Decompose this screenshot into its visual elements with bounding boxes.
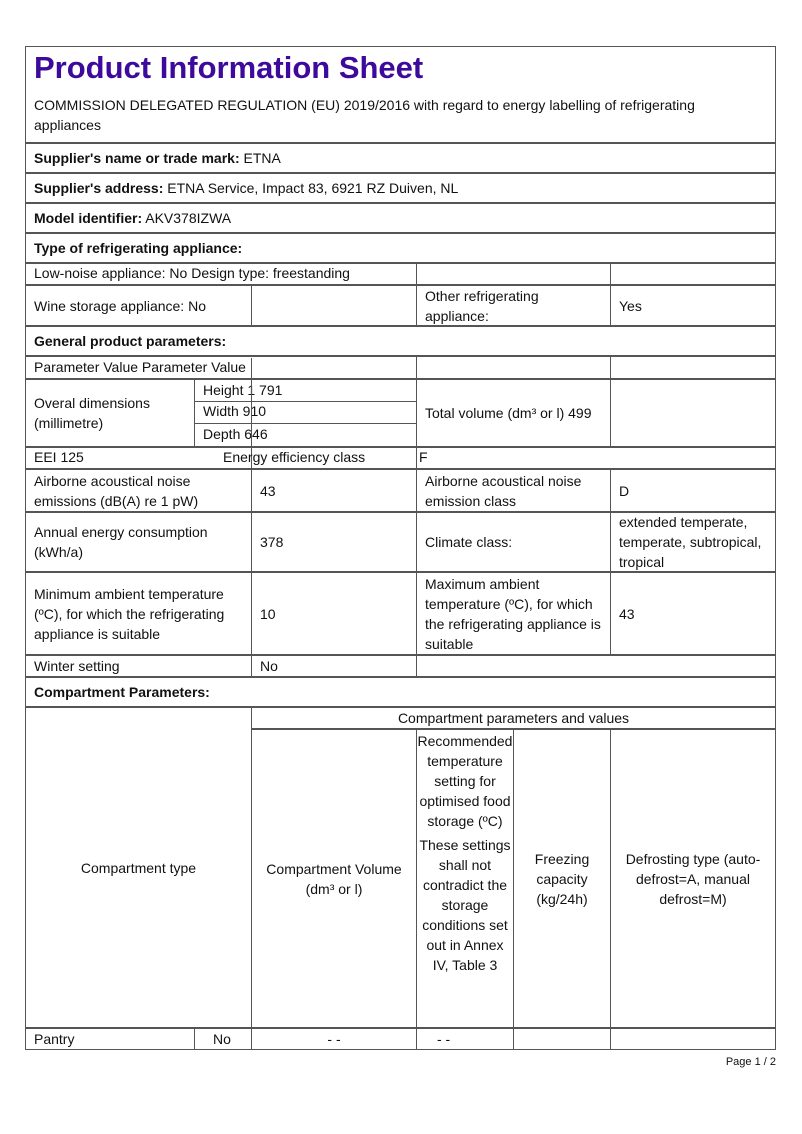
noise-value: 43	[251, 469, 417, 512]
depth-value: Depth 646	[203, 426, 268, 442]
winter-label: Winter setting	[25, 655, 252, 677]
dims-label: Overal dimensions (millimetre)	[25, 379, 195, 447]
page-title: Product Information Sheet	[34, 50, 424, 85]
comp-defrost-header: Defrosting type (auto-defrost=A, manual …	[610, 729, 776, 1028]
page-number: Page 1 / 2	[725, 1056, 776, 1068]
climate-value: extended temperate, temperate, subtropic…	[610, 512, 776, 572]
max-label: Maximum ambient temperature (ºC), for wh…	[416, 572, 611, 655]
param-header: Parameter Value Parameter Value	[34, 359, 246, 375]
cell	[416, 263, 611, 285]
compartment-heading: Compartment Parameters:	[25, 677, 776, 707]
min-label: Minimum ambient temperature (ºC), for wh…	[25, 572, 252, 655]
energy-class-value: F	[419, 449, 428, 465]
low-noise-text: Low-noise appliance: No Design type: fre…	[34, 265, 350, 281]
cell	[416, 356, 611, 379]
noise-class-label: Airborne acoustical noise emission class	[416, 469, 611, 512]
noise-label: Airborne acoustical noise emissions (dB(…	[25, 469, 252, 512]
cell	[610, 356, 776, 379]
height-value: Height 1 791	[203, 382, 283, 398]
min-value: 10	[251, 572, 417, 655]
row-volume: - -	[251, 1028, 417, 1050]
cell	[513, 1028, 611, 1050]
comp-params-header: Compartment parameters and values	[251, 707, 776, 729]
winter-value: No	[251, 655, 417, 677]
climate-label: Climate class:	[416, 512, 611, 572]
comp-volume-header: Compartment Volume (dm³ or l)	[251, 729, 417, 1028]
cell	[610, 263, 776, 285]
annual-value: 378	[251, 512, 417, 572]
supplier-address-row: Supplier's address: ETNA Service, Impact…	[25, 173, 776, 203]
row-name: Pantry	[25, 1028, 195, 1050]
noise-class-value: D	[610, 469, 776, 512]
cell	[610, 1028, 776, 1050]
type-heading: Type of refrigerating appliance:	[25, 233, 776, 263]
comp-freezing-header: Freezing capacity (kg/24h)	[513, 729, 611, 1028]
energy-class-label: Energy efficiency class	[223, 449, 366, 465]
cell	[416, 655, 776, 677]
wine-label: Wine storage appliance: No	[25, 285, 252, 326]
eei-value: EEI 125	[34, 449, 84, 465]
cell	[416, 447, 776, 469]
row-present: No	[194, 1028, 252, 1050]
comp-temp-header: Recommended temperature setting for opti…	[416, 729, 514, 1028]
other-label: Other refrigerating appliance:	[416, 285, 611, 326]
max-value: 43	[610, 572, 776, 655]
annual-label: Annual energy consumption (kWh/a)	[25, 512, 252, 572]
total-volume: Total volume (dm³ or l) 499	[416, 379, 611, 447]
regulation-text: COMMISSION DELEGATED REGULATION (EU) 201…	[34, 97, 695, 133]
cell	[610, 379, 776, 447]
title-block	[25, 46, 776, 143]
row-temp: - -	[416, 1028, 514, 1050]
other-value: Yes	[610, 285, 776, 326]
general-heading: General product parameters:	[25, 326, 776, 356]
width-value: Width 910	[203, 403, 267, 419]
model-row: Model identifier: AKV378IZWA	[25, 203, 776, 233]
supplier-name-row: Supplier's name or trade mark: ETNA	[25, 143, 776, 173]
comp-type-header: Compartment type	[25, 707, 252, 1028]
cell	[251, 285, 417, 326]
